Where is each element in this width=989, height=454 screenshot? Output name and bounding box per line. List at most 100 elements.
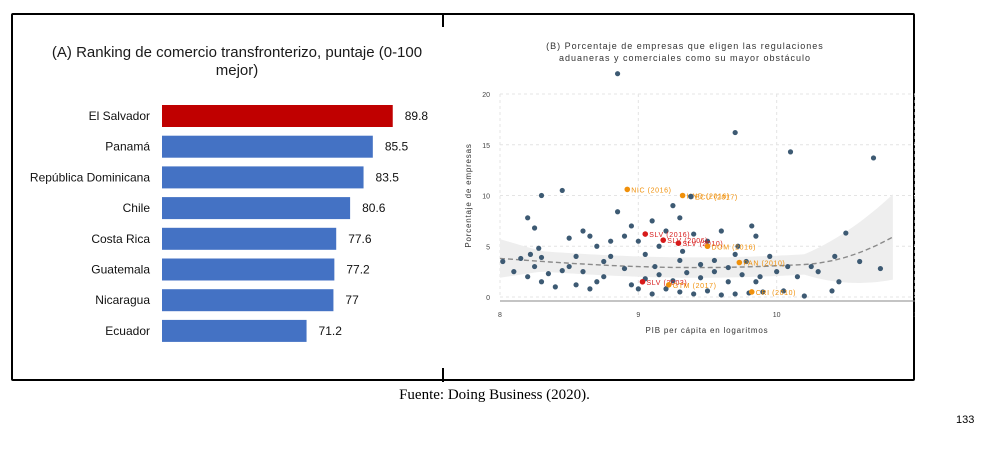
scatter-point	[743, 258, 749, 265]
scatter-point	[566, 263, 572, 270]
scatter-point	[774, 269, 780, 275]
highlighted-point	[736, 259, 743, 266]
scatter-point	[614, 209, 621, 215]
scatter-point	[594, 243, 600, 249]
scatter-point	[836, 279, 842, 285]
scatter-point	[711, 269, 718, 275]
source-note: Fuente: Doing Business (2020).	[399, 387, 590, 403]
fit-line	[499, 236, 894, 269]
x-tick-label: 1	[913, 312, 915, 319]
scatter-point	[857, 258, 863, 265]
scatter-point	[538, 254, 545, 261]
highlighted-point	[642, 231, 649, 237]
scatter-point	[753, 279, 759, 285]
scatter-point	[725, 279, 731, 285]
scatter-point	[663, 286, 669, 292]
scatter-point	[760, 289, 766, 295]
page-number: 133	[956, 414, 975, 426]
scatter-point	[649, 291, 655, 297]
scatter-point	[628, 282, 635, 288]
category-label: Panamá	[105, 140, 150, 154]
data-label: 77	[345, 293, 359, 307]
highlighted-point	[679, 192, 686, 199]
highlighted-point	[748, 289, 755, 295]
scatter-point	[684, 270, 690, 276]
y-tick-label: 10	[482, 194, 490, 201]
point-label: GTM (2017)	[673, 283, 717, 290]
scatter-point	[670, 203, 676, 209]
scatter-point	[815, 269, 821, 275]
scatter-point	[677, 215, 683, 221]
scatter-point	[580, 269, 586, 275]
scatter-point	[614, 71, 621, 77]
point-label: CRI (2010)	[756, 290, 796, 297]
scatter-point	[704, 238, 711, 244]
scatter-point	[808, 263, 814, 270]
scatter-point	[749, 223, 755, 229]
category-label: República Dominicana	[30, 170, 150, 184]
scatter-point	[735, 243, 741, 249]
data-label: 83.5	[376, 170, 400, 184]
y-tick-label: 20	[482, 92, 490, 99]
scatter-point	[652, 263, 658, 270]
data-label: 77.6	[348, 232, 372, 246]
point-label: HND (2016)	[687, 194, 730, 201]
bar	[162, 258, 335, 281]
x-tick-label: 9	[636, 312, 640, 319]
scatter-point	[767, 253, 773, 259]
scatter-point	[656, 243, 662, 249]
scatter-point	[649, 218, 655, 224]
scatter-point	[794, 274, 801, 280]
bar-plot-area: El Salvador 89.8 Panamá 85.5 República Domin…	[30, 105, 428, 342]
scatter-point	[663, 228, 669, 234]
scatter-point	[635, 286, 641, 292]
bar	[162, 166, 364, 189]
scatter-point	[531, 225, 538, 231]
bar	[162, 319, 307, 342]
x-tick-label: 10	[773, 312, 781, 319]
scatter-point	[677, 257, 683, 264]
scatter-point	[594, 279, 600, 285]
scatter-point	[704, 288, 711, 294]
scatter-point	[621, 265, 628, 272]
scatter-point	[601, 258, 607, 265]
scatter-point	[621, 233, 628, 239]
bar	[162, 135, 373, 158]
x-tick-label: 8	[498, 312, 502, 319]
highlighted-point	[688, 193, 694, 200]
obstacle-scatter-chart: (B) Porcentaje de empresas que eligen la…	[464, 41, 915, 335]
highlighted-point	[675, 240, 682, 247]
scatter-point	[525, 215, 531, 221]
scatter-point	[732, 291, 738, 297]
scatter-point	[670, 278, 676, 284]
scatter-point	[500, 258, 506, 265]
scatter-point	[559, 187, 565, 194]
scatter-point	[559, 268, 565, 274]
scatter-point	[608, 253, 614, 259]
category-label: Guatemala	[91, 263, 150, 277]
scatter-point	[753, 233, 759, 239]
scatter-point	[697, 275, 704, 281]
scatter-point	[787, 149, 794, 155]
y-tick-label: 0	[486, 295, 490, 302]
scatter-point	[870, 155, 877, 161]
confidence-band	[500, 194, 893, 283]
scatter-point	[552, 284, 558, 290]
scatter-point	[642, 251, 648, 257]
panel-a-title: (A) Ranking de comercio transfronterizo,…	[51, 44, 423, 79]
scatter-point	[757, 274, 763, 280]
scatter-point	[739, 272, 745, 278]
category-label: Nicaragua	[95, 293, 150, 307]
point-label: PAN (2010)	[743, 260, 785, 267]
bar	[162, 289, 334, 312]
scatter-point	[711, 257, 718, 264]
scatter-point	[877, 265, 884, 272]
y-tick-label: 5	[486, 244, 490, 251]
scatter-point	[697, 261, 704, 268]
x-axis-title: PIB per cápita en logaritmos	[646, 326, 769, 335]
scatter-point	[832, 253, 838, 259]
bar	[162, 227, 337, 250]
category-label: Costa Rica	[91, 232, 150, 246]
scatter-point	[536, 245, 542, 251]
scatter-point	[628, 223, 635, 229]
